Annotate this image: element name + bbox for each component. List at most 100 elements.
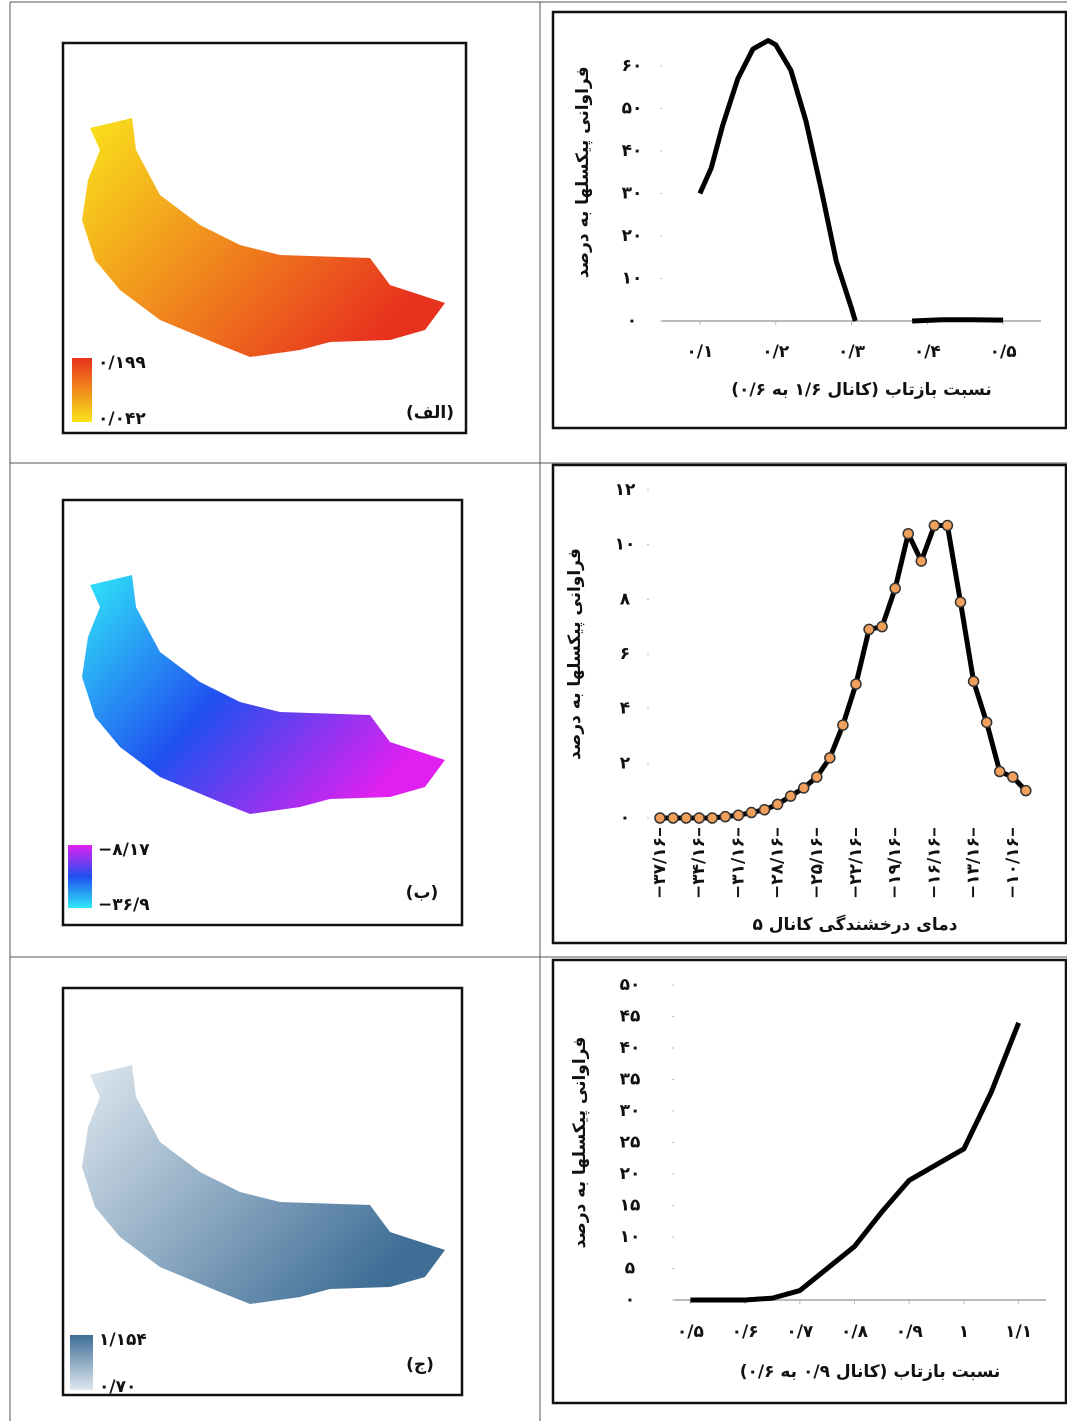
point: [824, 752, 836, 764]
x-tick-label: ۰/۹: [896, 1322, 924, 1342]
x-tick-label: −۱۰/۱۶: [1003, 837, 1023, 899]
x-tick-label: ۰/۲: [762, 342, 790, 362]
y-tick-label: ۴۰: [620, 1038, 641, 1058]
legend-min: ۰/۰۴۲: [98, 409, 146, 429]
y-tick-label: ۱۰: [620, 1227, 641, 1247]
point: [706, 812, 718, 824]
chart-frame: [551, 463, 1067, 945]
x-tick-label: −۳۱/۱۶: [728, 837, 748, 899]
map-label: (ب): [406, 883, 439, 903]
point: [1020, 784, 1032, 797]
point: [980, 716, 993, 729]
x-axis-title: نسبت بازتاب (کانال ۱/۶ به ۰/۶): [731, 380, 992, 400]
point: [876, 620, 888, 633]
table-grid: [9, 1, 1067, 1421]
chart-frame: [551, 958, 1067, 1405]
point: [680, 812, 692, 824]
x-tick-label: −۱۶/۱۶: [924, 837, 944, 899]
point: [993, 765, 1006, 778]
x-tick-label: −۳۷/۱۶: [650, 837, 670, 899]
x-tick-label: ۱: [959, 1322, 969, 1342]
y-tick-label: ۳۵: [620, 1070, 641, 1090]
y-tick-label: ۵۰: [620, 975, 641, 995]
x-tick-label: −۲۲/۱۶: [846, 837, 866, 899]
point: [967, 675, 980, 688]
y-tick-label: ۴: [620, 699, 630, 719]
point: [837, 719, 849, 731]
legend-max: ۱/۱۵۴: [99, 1330, 147, 1350]
point: [667, 812, 679, 824]
chart-frame: [551, 10, 1067, 430]
y-tick-label: ۱۰: [622, 269, 643, 289]
legend-bar: [68, 845, 92, 908]
point: [889, 582, 901, 595]
line: [697, 38, 1004, 324]
legend-max: −۸/۱۷: [98, 840, 150, 860]
point: [719, 810, 732, 823]
legend-min: ۰/۷۰: [99, 1377, 136, 1397]
point: [732, 809, 745, 822]
y-axis-title: فراوانی پیکسلها به درصد: [570, 1037, 590, 1249]
map-shape: [82, 118, 445, 357]
y-tick-label: ۱۰: [615, 535, 636, 555]
line: [659, 523, 1028, 821]
map-frame: [61, 498, 464, 927]
x-tick-label: −۱۳/۱۶: [964, 837, 984, 899]
x-tick-label: −۱۹/۱۶: [885, 837, 905, 899]
point: [758, 804, 771, 816]
point: [915, 555, 928, 567]
x-tick-label: ۰/۵: [990, 342, 1017, 362]
map-label: (الف): [406, 403, 454, 423]
y-axis-title: فراوانی پیکسلها به درصد: [565, 548, 585, 760]
y-tick-label: ۶۰: [622, 56, 643, 76]
map-shape: [82, 1065, 445, 1304]
x-axis-title: دمای درخشندگی کانال ۵: [752, 914, 957, 935]
x-tick-label: ۰/۸: [841, 1322, 869, 1342]
x-tick-label: −۲۵/۱۶: [807, 837, 827, 899]
y-axis-title: فراوانی پیکسلها به درصد: [573, 66, 593, 278]
x-tick-label: ۰/۶: [732, 1322, 759, 1342]
point: [745, 806, 758, 819]
x-tick-label: ۰/۳: [838, 342, 866, 362]
x-tick-label: −۳۴/۱۶: [689, 837, 709, 899]
y-tick-label: ۰: [620, 808, 630, 828]
point: [771, 798, 784, 811]
legend-max: ۰/۱۹۹: [98, 353, 146, 373]
y-tick-label: ۵۰: [622, 99, 643, 119]
point: [941, 519, 954, 532]
y-tick-label: ۶: [620, 644, 630, 664]
point: [1007, 771, 1019, 783]
y-tick-label: ۱۵: [620, 1196, 641, 1216]
y-tick-label: ۰: [627, 311, 637, 331]
x-tick-label: −۲۸/۱۶: [768, 837, 788, 899]
y-tick-label: ۴۵: [620, 1007, 641, 1027]
y-tick-label: ۸: [620, 589, 631, 609]
point: [654, 812, 666, 824]
point: [850, 678, 862, 690]
x-tick-label: ۰/۵: [677, 1322, 704, 1342]
map-frame: [61, 41, 468, 435]
point: [797, 782, 810, 794]
point: [928, 519, 941, 532]
y-tick-label: ۲: [620, 753, 631, 773]
legend-bar: [72, 358, 92, 422]
point: [863, 623, 875, 636]
point: [784, 790, 797, 802]
x-tick-label: ۰/۴: [914, 342, 941, 362]
x-tick-label: ۰/۱: [686, 342, 713, 362]
map-shape: [82, 575, 445, 814]
x-tick-label: ۱/۱: [1005, 1322, 1032, 1342]
y-tick-label: ۰: [625, 1290, 635, 1310]
legend-min: −۳۶/۹: [98, 895, 150, 915]
map-frame: [61, 986, 464, 1397]
y-tick-label: ۱۲: [615, 480, 636, 500]
y-tick-label: ۳۰: [620, 1101, 641, 1121]
point: [902, 527, 914, 540]
y-tick-label: ۵: [625, 1259, 635, 1279]
x-tick-label: ۰/۷: [786, 1322, 814, 1342]
point: [954, 596, 967, 608]
y-tick-label: ۲۵: [620, 1133, 641, 1153]
legend-bar: [70, 1335, 93, 1390]
